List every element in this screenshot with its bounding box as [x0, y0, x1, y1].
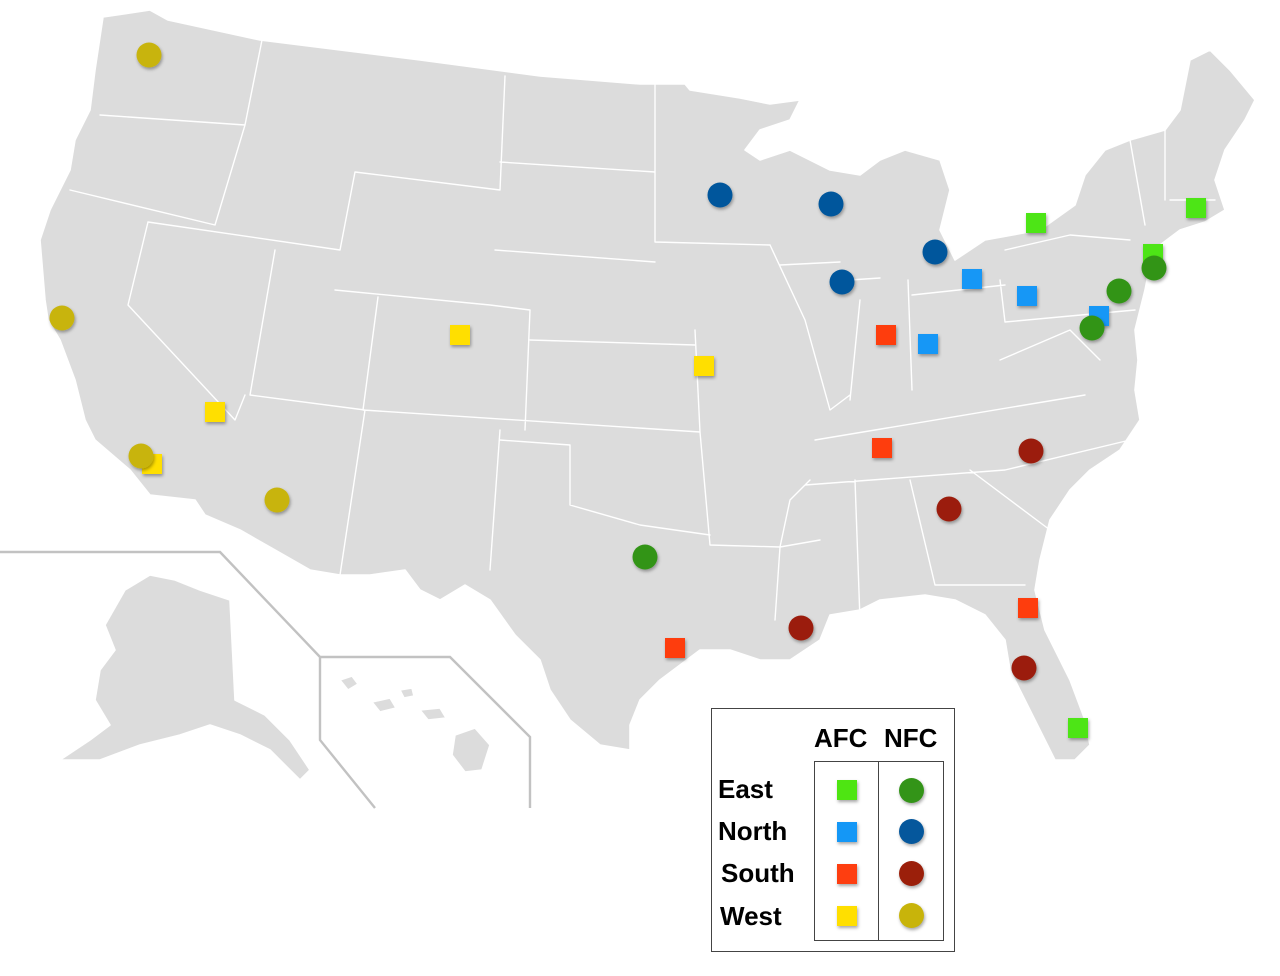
- team-marker-nfc-north: [829, 269, 855, 295]
- team-marker-afc-south: [876, 325, 896, 345]
- legend-nfc-east-circle: [899, 778, 924, 803]
- legend-nfc-south-circle: [899, 861, 924, 886]
- team-marker-afc-south: [872, 438, 892, 458]
- team-marker-nfc-east: [1079, 315, 1105, 341]
- team-marker-nfc-north: [707, 182, 733, 208]
- team-marker-afc-south: [1018, 598, 1038, 618]
- team-marker-nfc-east: [632, 544, 658, 570]
- team-marker-afc-north: [918, 334, 938, 354]
- team-marker-afc-east: [1186, 198, 1206, 218]
- alaska-landmass: [59, 574, 311, 781]
- team-marker-nfc-east: [1141, 255, 1167, 281]
- legend-label-west: West: [720, 901, 782, 931]
- team-marker-afc-east: [1026, 213, 1046, 233]
- hawaii-islands: [339, 675, 491, 773]
- inset-border-alaska-hawaii: [0, 550, 532, 809]
- legend-header-afc: AFC: [814, 723, 868, 753]
- team-marker-nfc-south: [1011, 655, 1037, 681]
- team-marker-nfc-west: [136, 42, 162, 68]
- legend-afc-east-square: [837, 780, 857, 800]
- team-marker-nfc-west: [264, 487, 290, 513]
- legend-label-south: South: [721, 858, 795, 888]
- legend-afc-north-square: [837, 822, 857, 842]
- legend-label-east: East: [718, 774, 773, 804]
- team-marker-afc-west: [450, 325, 470, 345]
- team-marker-nfc-south: [936, 496, 962, 522]
- team-marker-nfc-east: [1106, 278, 1132, 304]
- team-marker-afc-west: [205, 402, 225, 422]
- legend-header-nfc: NFC: [884, 723, 938, 753]
- team-marker-nfc-west: [49, 305, 75, 331]
- team-marker-afc-south: [665, 638, 685, 658]
- team-marker-afc-north: [1017, 286, 1037, 306]
- team-markers: [49, 42, 1206, 738]
- legend-afc-west-square: [837, 906, 857, 926]
- team-marker-nfc-north: [818, 191, 844, 217]
- team-marker-afc-east: [1068, 718, 1088, 738]
- legend-afc-south-square: [837, 864, 857, 884]
- contiguous-us-landmass: [39, 9, 1256, 761]
- team-marker-afc-north: [962, 269, 982, 289]
- team-marker-nfc-south: [788, 615, 814, 641]
- team-marker-afc-west: [694, 356, 714, 376]
- team-marker-nfc-north: [922, 239, 948, 265]
- team-marker-nfc-west: [128, 443, 154, 469]
- legend-nfc-north-circle: [899, 819, 924, 844]
- legend: AFC NFC East North South West: [711, 708, 955, 952]
- legend-swatch-frame: [814, 761, 944, 941]
- legend-nfc-west-circle: [899, 903, 924, 928]
- legend-label-north: North: [718, 816, 788, 846]
- legend-divider: [878, 761, 879, 941]
- state-borders: [69, 39, 1216, 621]
- team-marker-nfc-south: [1018, 438, 1044, 464]
